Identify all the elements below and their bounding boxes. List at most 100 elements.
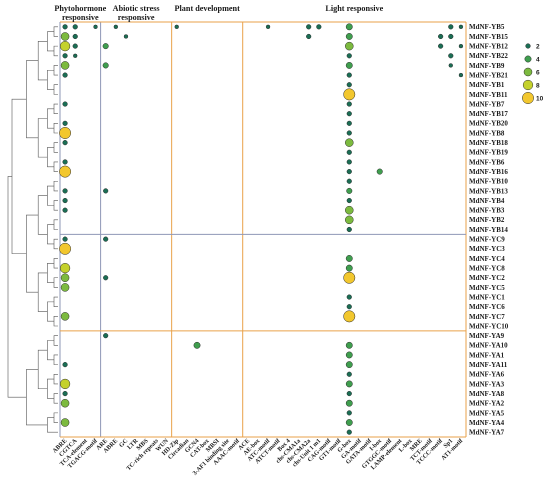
- column-labels: ABRECGTCATCA-elementTGACG-motifAREABREGC…: [51, 437, 465, 477]
- dendrogram-branch: [53, 123, 58, 134]
- bubble-point: [59, 242, 72, 255]
- dendrogram-branch: [7, 176, 27, 398]
- bubble-point: [346, 304, 352, 310]
- bubble-point: [346, 226, 352, 233]
- dendrogram-branch: [37, 195, 48, 235]
- row-label: MdNF-YA7: [469, 429, 505, 437]
- row-label: MdNF-YA11: [469, 361, 508, 369]
- row-label: MdNF-YB16: [469, 168, 508, 176]
- bubble-point: [93, 24, 98, 29]
- legend-swatch: [522, 92, 534, 104]
- dendrogram-branch: [53, 142, 58, 153]
- dendrogram-branch: [47, 224, 54, 245]
- bubble-point: [59, 41, 71, 52]
- row-label: MdNF-YB21: [469, 71, 508, 79]
- row-label: MdNF-YB15: [469, 33, 508, 41]
- dendrogram-branch: [47, 185, 54, 206]
- dendrogram-branch: [47, 417, 58, 433]
- dendrogram-branch: [53, 354, 58, 365]
- row-label: MdNF-YB14: [469, 226, 508, 234]
- bubble-point: [73, 53, 78, 58]
- bubble-point: [345, 380, 353, 388]
- bubble-point: [345, 399, 353, 407]
- dendrogram-branch: [37, 349, 48, 390]
- bubble-point: [448, 63, 453, 68]
- legend-label: 6: [536, 69, 540, 76]
- group-frames: [59, 21, 467, 438]
- row-label: MdNF-YB11: [469, 91, 508, 99]
- bubble-point: [60, 273, 70, 283]
- bubble-point: [376, 168, 383, 175]
- dendrogram-branch: [37, 41, 48, 81]
- group-header: Phytohormone responsive: [54, 4, 106, 22]
- dendrogram-branch: [47, 340, 54, 361]
- dendrogram-branch: [37, 118, 48, 158]
- dendrogram-branch: [53, 103, 58, 114]
- bubble-point: [306, 33, 312, 40]
- bubble-point: [346, 371, 352, 377]
- dendrogram-branch: [53, 393, 58, 404]
- bubble-point: [345, 264, 353, 272]
- legend-label: 2: [536, 43, 540, 50]
- bubble-point: [346, 169, 352, 175]
- dendrogram-branch: [37, 272, 48, 312]
- bubble-point: [102, 43, 109, 50]
- row-label: MdNF-YC6: [469, 303, 505, 311]
- bubble-point: [113, 24, 118, 29]
- bubble-point: [345, 138, 354, 147]
- dendrogram-branch: [26, 60, 39, 139]
- bubble-point: [458, 43, 464, 49]
- bubble-point: [62, 207, 68, 213]
- bubble-point: [346, 120, 352, 126]
- bubble-point: [343, 271, 356, 284]
- row-label: MdNF-YC10: [469, 322, 509, 330]
- bubble-point: [62, 120, 68, 126]
- row-label: MdNF-YC8: [469, 265, 505, 273]
- bubble-point: [345, 215, 354, 225]
- dendrogram-branch: [53, 26, 58, 37]
- bubble-point: [62, 236, 68, 242]
- row-label: MdNF-YA1: [469, 351, 505, 359]
- bubble-layer: [59, 23, 464, 435]
- bubble-point: [458, 24, 464, 29]
- bubble-point: [345, 255, 353, 262]
- dendrogram-branch: [53, 412, 58, 423]
- bubble-point: [62, 362, 68, 368]
- bubble-point: [345, 205, 354, 215]
- bubble-point: [346, 72, 352, 78]
- bubble-point: [62, 24, 68, 30]
- bubble-point: [346, 101, 352, 107]
- bubble-point: [72, 24, 78, 30]
- dendrogram: [7, 26, 58, 433]
- legend-label: 4: [536, 56, 540, 63]
- dendrogram-branch: [53, 296, 58, 308]
- bubble-point: [345, 351, 353, 359]
- bubble-point: [72, 33, 78, 40]
- bubble-point: [345, 361, 353, 369]
- bubble-point: [62, 390, 68, 397]
- bubble-point: [59, 262, 71, 274]
- dendrogram-branch: [47, 69, 54, 90]
- group-headers: Phytohormone responsive Abiotic stress resp…: [54, 4, 383, 22]
- row-label: MdNF-YC9: [469, 236, 505, 244]
- dendrogram-branch: [53, 238, 58, 250]
- row-label: MdNF-YC7: [469, 313, 505, 321]
- dendrogram-branch: [53, 258, 58, 269]
- bubble-point: [60, 61, 70, 70]
- dendrogram-branch: [11, 98, 27, 254]
- bubble-point: [103, 333, 109, 339]
- legend-label: 10: [536, 95, 544, 102]
- row-label: MdNF-YB3: [469, 207, 505, 215]
- legend-swatch: [522, 79, 534, 91]
- dendrogram-branch: [47, 108, 54, 129]
- row-label: MdNF-YB1: [469, 81, 505, 89]
- row-label: MdNF-YB4: [469, 197, 505, 205]
- dendrogram-branch: [53, 84, 58, 95]
- bubble-point: [103, 236, 109, 242]
- legend-swatch: [523, 67, 533, 77]
- row-label: MdNF-YA2: [469, 400, 505, 408]
- dendrogram-branch: [53, 45, 58, 57]
- bubble-point: [103, 188, 109, 194]
- bubble-point: [62, 188, 68, 194]
